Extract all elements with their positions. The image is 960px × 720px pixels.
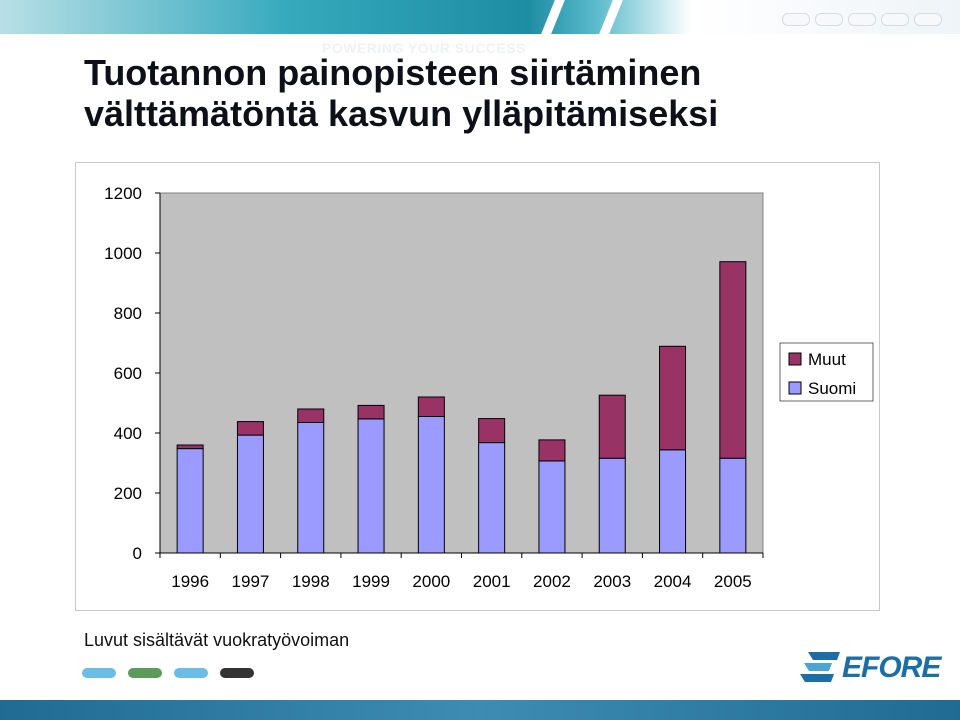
- bar-muut-1999: [357, 404, 385, 420]
- decorative-dot: [128, 668, 162, 678]
- legend: Muut Suomi: [779, 342, 874, 402]
- bar-suomi-1996: [176, 448, 204, 554]
- x-tick-label: 2001: [473, 572, 511, 591]
- y-tick-label: 400: [114, 424, 142, 443]
- decorative-dot: [220, 668, 254, 678]
- x-tick-label: 2000: [412, 572, 450, 591]
- slide-title: Tuotannon painopisteen siirtäminen vältt…: [84, 52, 718, 134]
- title-line-2: välttämätöntä kasvun ylläpitämiseksi: [84, 93, 719, 134]
- legend-swatch-suomi: [788, 381, 802, 395]
- stacked-bar-chart: 0 200 400 600 800 1000 1200 1996 1997 1998 1999 20…: [104, 184, 874, 591]
- y-tick-label: 200: [114, 484, 142, 503]
- y-tick-label: 600: [114, 364, 142, 383]
- bar-suomi-1997: [236, 434, 264, 554]
- header-stripe: [541, 0, 565, 34]
- efore-logo-icon: [800, 652, 840, 682]
- chart-frame: 0 200 400 600 800 1000 1200 1996 1997 1998 1999 20…: [75, 162, 880, 611]
- x-tick-label: 2002: [533, 572, 571, 591]
- legend-swatch-muut: [788, 352, 802, 366]
- bar-suomi-1999: [357, 418, 385, 554]
- header-stripe: [599, 0, 623, 34]
- logo-text: EFORE: [842, 651, 941, 684]
- x-tick-label: 1999: [352, 572, 390, 591]
- bar-muut-2003: [598, 394, 626, 459]
- x-axis: 1996 1997 1998 1999 2000 2001 2002 2003 2004 2005: [159, 552, 764, 591]
- nav-pill: [881, 13, 909, 26]
- bar-muut-2001: [478, 418, 506, 444]
- bar-suomi-1998: [297, 422, 325, 554]
- x-tick-label: 1996: [171, 572, 209, 591]
- bars: [176, 261, 747, 554]
- legend-label-suomi: Suomi: [808, 379, 856, 398]
- y-tick-label: 1000: [104, 244, 142, 263]
- title-line-1: Tuotannon painopisteen siirtäminen: [84, 52, 702, 93]
- bar-muut-2005: [719, 261, 747, 459]
- decorative-dots: [82, 668, 254, 678]
- nav-pill: [914, 13, 942, 26]
- decorative-dot: [174, 668, 208, 678]
- tagline: POWERING YOUR SUCCESS: [322, 40, 526, 56]
- bar-muut-1996: [176, 444, 204, 450]
- bar-muut-2004: [659, 345, 687, 451]
- bar-muut-2002: [538, 439, 566, 462]
- footer-bar: [0, 700, 960, 720]
- bar-muut-1997: [236, 421, 264, 436]
- efore-logo: EFORE: [798, 648, 941, 688]
- x-tick-label: 2004: [654, 572, 692, 591]
- bar-suomi-2002: [538, 460, 566, 554]
- y-axis: 0 200 400 600 800 1000 1200: [104, 184, 161, 563]
- legend-label-muut: Muut: [808, 350, 846, 369]
- bar-suomi-2003: [598, 457, 626, 554]
- bar-suomi-2004: [659, 449, 687, 554]
- bar-suomi-2005: [719, 457, 747, 554]
- y-tick-label: 800: [114, 304, 142, 323]
- footnote: Luvut sisältävät vuokratyövoiman: [84, 630, 350, 650]
- decorative-dot: [82, 668, 116, 678]
- x-tick-label: 2005: [714, 572, 752, 591]
- bar-muut-1998: [297, 408, 325, 423]
- nav-pill: [815, 13, 843, 26]
- bar-muut-2000: [417, 396, 445, 417]
- x-tick-label: 2003: [593, 572, 631, 591]
- nav-pill: [848, 13, 876, 26]
- bar-suomi-2000: [417, 416, 445, 554]
- x-tick-label: 1998: [292, 572, 330, 591]
- y-tick-label: 1200: [104, 184, 142, 203]
- nav-pills: [782, 13, 942, 26]
- x-tick-label: 1997: [232, 572, 270, 591]
- y-tick-label: 0: [133, 544, 142, 563]
- bar-suomi-2001: [478, 442, 506, 554]
- nav-pill: [782, 13, 810, 26]
